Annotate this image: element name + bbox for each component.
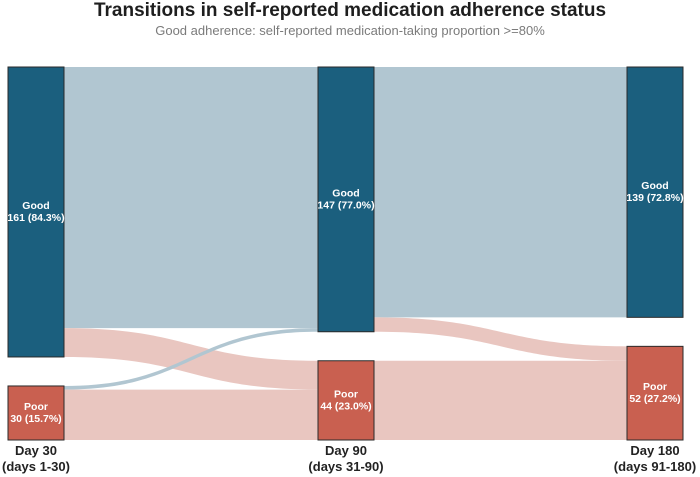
- node-stage1-good-status-label: Good: [332, 187, 359, 199]
- stage-1-period-label: (days 31-90): [308, 459, 383, 474]
- node-stage0-good-count-label: 161 (84.3%): [7, 212, 64, 224]
- node-stage2-poor-status-label: Poor: [643, 381, 667, 393]
- node-stage0-poor-status-label: Poor: [24, 401, 48, 413]
- node-stage0-good: [7, 66, 65, 358]
- stage-0-name-label: Day 30: [15, 443, 57, 458]
- link-1-poor-to-poor: [374, 360, 627, 440]
- node-stage1-poor-status-label: Poor: [334, 388, 358, 400]
- node-stage1-good-count-label: 147 (77.0%): [317, 199, 374, 211]
- node-stage0-good-status-label: Good: [22, 200, 49, 212]
- link-1-good-to-poor: [374, 317, 627, 361]
- node-stage2-good-count-label: 139 (72.8%): [626, 192, 683, 204]
- node-stage0-poor-count-label: 30 (15.7%): [10, 413, 61, 425]
- links-layer: [64, 67, 627, 440]
- stage-2-period-label: (days 91-180): [614, 459, 696, 474]
- link-1-good-to-good: [374, 67, 627, 318]
- link-0-good-to-good: [64, 67, 318, 329]
- node-stage0-poor: [7, 385, 65, 441]
- node-stage1-poor-count-label: 44 (23.0%): [320, 400, 371, 412]
- chart-title: Transitions in self-reported medication …: [93, 0, 607, 21]
- node-stage2-poor-count-label: 52 (27.2%): [629, 393, 680, 405]
- link-0-poor-to-good: [64, 328, 318, 390]
- node-stage2-good: [626, 66, 684, 318]
- chart-subtitle: Good adherence: self-reported medication…: [155, 23, 545, 38]
- node-stage1-poor: [317, 360, 375, 441]
- stage-0-period-label: (days 1-30): [2, 459, 70, 474]
- stage-1-name-label: Day 90: [325, 443, 367, 458]
- link-0-poor-to-poor: [64, 389, 318, 440]
- stage-2-name-label: Day 180: [630, 443, 679, 458]
- stage-labels: Day 30(days 1-30) Day 90(days 31-90) Day 1…: [2, 443, 696, 474]
- node-stage2-poor: [626, 345, 684, 441]
- node-stage2-good-status-label: Good: [641, 180, 668, 192]
- node-stage1-good: [317, 66, 375, 333]
